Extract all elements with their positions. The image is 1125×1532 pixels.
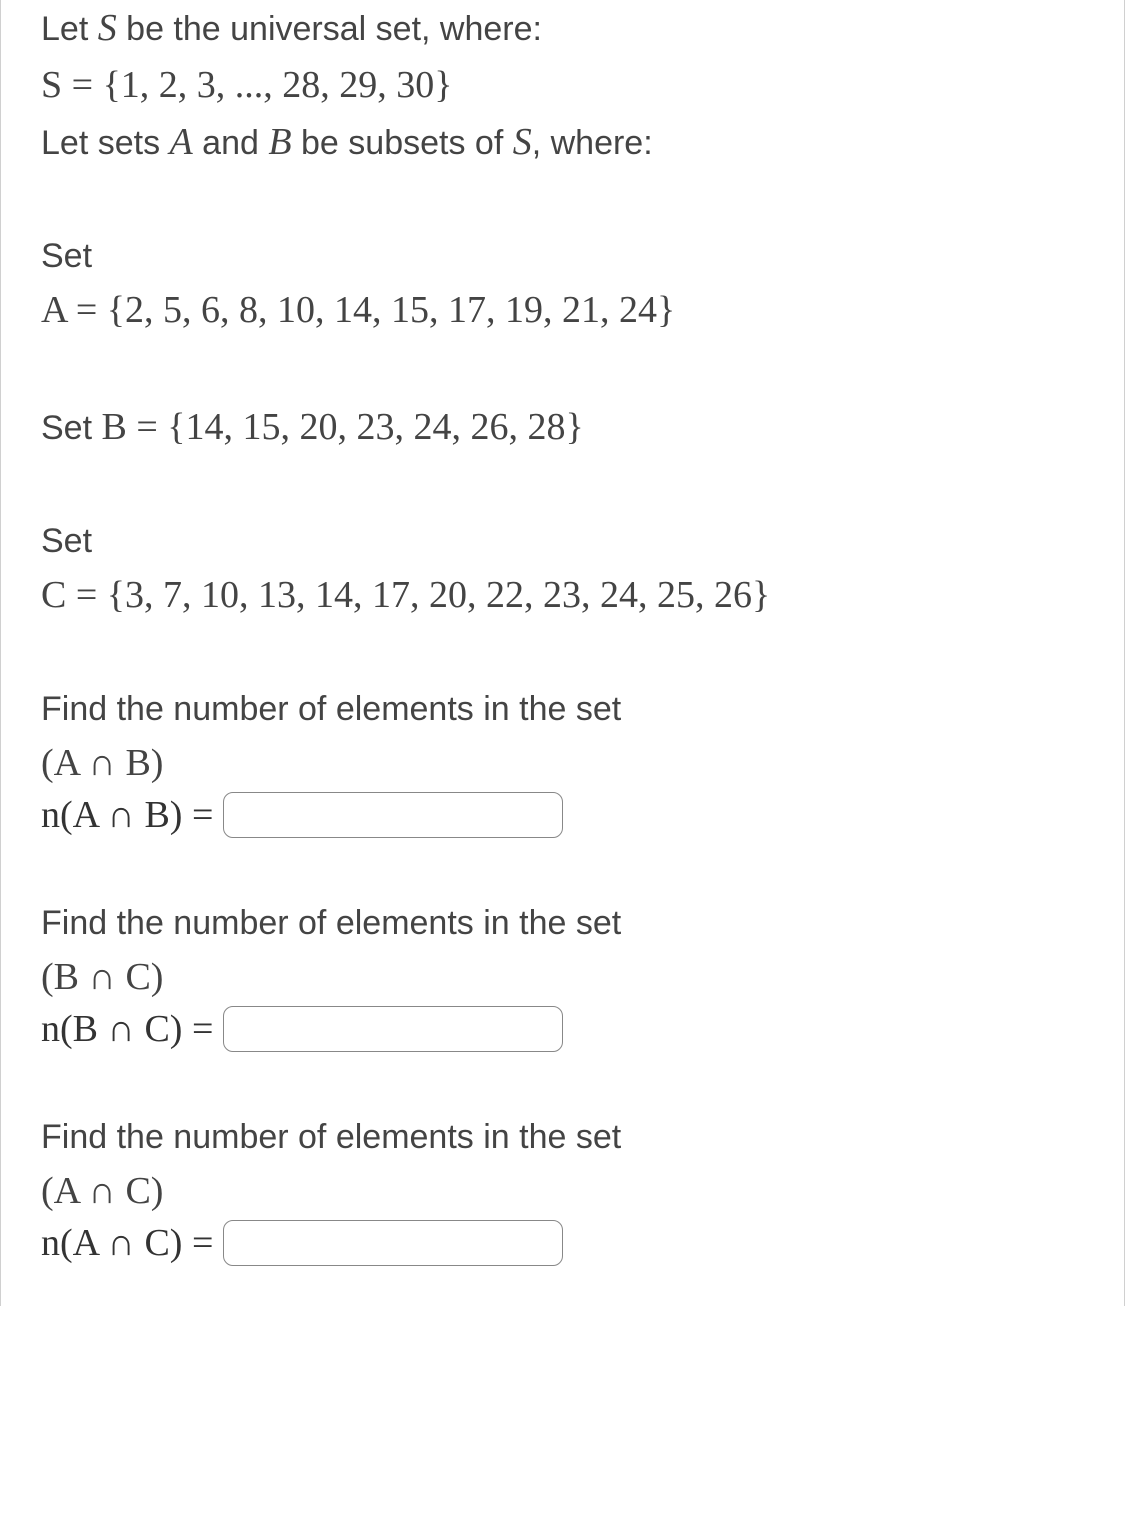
set-c-eq: C = {3, 7, 10, 13, 14, 17, 20, 22, 23, 2… (41, 567, 1084, 624)
set-b-line: Set B = {14, 15, 20, 23, 24, 26, 28} (41, 399, 1084, 456)
q2-expr-math: (B ∩ C) (41, 956, 163, 998)
a-eq: A = {2, 5, 6, 8, 10, 14, 15, 17, 19, 21,… (41, 289, 675, 331)
var-S: S (98, 7, 117, 49)
q2-answer-input[interactable] (223, 1006, 563, 1052)
q1-answer-input[interactable] (223, 792, 563, 838)
text: , where: (532, 124, 653, 162)
q3-answer-row: n(A ∩ C) = (41, 1220, 1084, 1266)
q2-expr: (B ∩ C) (41, 949, 1084, 1006)
question-1: Find the number of elements in the set (… (41, 684, 1084, 838)
q1-answer-row: n(A ∩ B) = (41, 792, 1084, 838)
intro-line3: Let sets A and B be subsets of S, where: (41, 114, 1084, 171)
q3-answer-input[interactable] (223, 1220, 563, 1266)
q2-prompt: Find the number of elements in the set (41, 898, 1084, 949)
q1-expr: (A ∩ B) (41, 735, 1084, 792)
q2-answer-label: n(B ∩ C) = (41, 1007, 213, 1051)
q3-expr-math: (A ∩ C) (41, 1170, 163, 1212)
intro-block: Let S be the universal set, where: S = {… (41, 0, 1084, 171)
q3-expr: (A ∩ C) (41, 1163, 1084, 1220)
text: and (193, 124, 269, 162)
var-B: B (268, 121, 291, 163)
set-a-eq: A = {2, 5, 6, 8, 10, 14, 15, 17, 19, 21,… (41, 282, 1084, 339)
intro-line1: Let S be the universal set, where: (41, 0, 1084, 57)
q1-answer-label: n(A ∩ B) = (41, 793, 213, 837)
problem-container: Let S be the universal set, where: S = {… (0, 0, 1125, 1306)
q1-expr-math: (A ∩ B) (41, 742, 163, 784)
question-2: Find the number of elements in the set (… (41, 898, 1084, 1052)
text: be the universal set, where: (117, 10, 542, 48)
q1-prompt: Find the number of elements in the set (41, 684, 1084, 735)
q3-answer-label: n(A ∩ C) = (41, 1221, 213, 1265)
c-eq: C = {3, 7, 10, 13, 14, 17, 20, 22, 23, 2… (41, 574, 770, 616)
s-definition: S = {1, 2, 3, ..., 28, 29, 30} (41, 57, 1084, 114)
set-a-label: Set (41, 231, 1084, 282)
s-eq: S = {1, 2, 3, ..., 28, 29, 30} (41, 64, 453, 106)
set-c-block: Set C = {3, 7, 10, 13, 14, 17, 20, 22, 2… (41, 516, 1084, 624)
var-S2: S (513, 121, 532, 163)
text: Let (41, 10, 98, 48)
b-eq: B = {14, 15, 20, 23, 24, 26, 28} (101, 406, 583, 448)
set-b-label: Set (41, 409, 101, 447)
text: Let sets (41, 124, 170, 162)
text: be subsets of (292, 124, 513, 162)
var-A: A (170, 121, 193, 163)
q2-answer-row: n(B ∩ C) = (41, 1006, 1084, 1052)
set-a-block: Set A = {2, 5, 6, 8, 10, 14, 15, 17, 19,… (41, 231, 1084, 339)
q3-prompt: Find the number of elements in the set (41, 1112, 1084, 1163)
set-c-label: Set (41, 516, 1084, 567)
set-b-block: Set B = {14, 15, 20, 23, 24, 26, 28} (41, 399, 1084, 456)
question-3: Find the number of elements in the set (… (41, 1112, 1084, 1266)
